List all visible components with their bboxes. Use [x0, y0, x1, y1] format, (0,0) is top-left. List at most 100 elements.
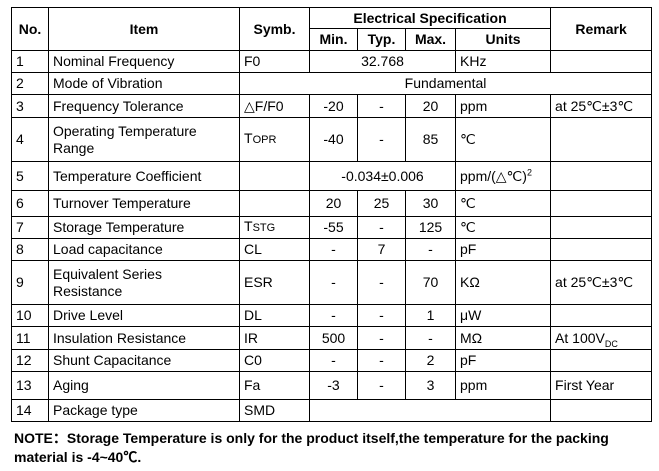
row-remark [550, 304, 653, 327]
row-remark: At 100VDC [550, 326, 653, 350]
table-row: 6 Turnover Temperature 20 25 30 ℃ [11, 190, 653, 217]
row-min: - [309, 238, 358, 261]
row-min: - [309, 260, 358, 305]
row-min: -20 [309, 94, 358, 118]
header-row: No. Item Symb. Electrical Specification … [11, 7, 653, 51]
row-remark: at 25℃±3℃ [550, 94, 653, 118]
row-typ: - [357, 304, 406, 327]
row-item: Temperature Coefficient [48, 161, 240, 191]
remark-sub: DC [604, 338, 618, 349]
row-remark [550, 117, 653, 162]
row-symb: TSTG [239, 216, 310, 239]
row-value: -0.034±0.006 [309, 161, 456, 191]
row-remark [550, 190, 653, 217]
symb-main: T [244, 130, 253, 146]
row-symb [239, 161, 310, 191]
row-no: 13 [11, 371, 49, 400]
row-symb: Fa [239, 371, 310, 400]
row-remark [550, 50, 653, 73]
table-row: 10 Drive Level DL - - 1 μW [11, 304, 653, 327]
row-units: MΩ [454, 326, 552, 350]
row-max: - [405, 326, 456, 350]
row-symb: △F/F0 [239, 94, 310, 118]
row-symb: TOPR [239, 117, 310, 162]
row-units: ppm [454, 371, 552, 400]
row-remark: at 25℃±3℃ [550, 260, 653, 305]
row-item: Equivalent Series Resistance [48, 260, 240, 305]
row-symb: F0 [239, 50, 310, 73]
row-no: 1 [11, 50, 49, 73]
symb-small: OPR [252, 134, 277, 146]
row-max: 85 [405, 117, 456, 162]
row-symb [239, 190, 310, 217]
row-no: 9 [11, 260, 49, 305]
row-typ: - [357, 349, 406, 372]
row-no: 5 [11, 161, 49, 191]
table-row: 8 Load capacitance CL - 7 - pF [11, 238, 653, 261]
row-typ: - [357, 117, 406, 162]
symb-small: STG [252, 222, 276, 234]
row-item: Frequency Tolerance [48, 94, 240, 118]
row-typ: 25 [357, 190, 406, 217]
row-remark [550, 349, 653, 372]
table-row: 13 Aging Fa -3 - 3 ppm First Year [11, 371, 653, 400]
spec-table: No. Item Symb. Electrical Specification … [11, 7, 653, 422]
row-no: 7 [11, 216, 49, 239]
header-no: No. [11, 7, 49, 51]
row-item: Mode of Vibration [48, 72, 240, 95]
symb-main: T [244, 218, 253, 234]
row-units: ppm [454, 94, 552, 118]
row-item: Load capacitance [48, 238, 240, 261]
units-text: ppm/(△℃) [460, 167, 527, 184]
remark-main: At 100V [555, 329, 605, 346]
row-symb: CL [239, 238, 310, 261]
row-units: ppm/(△℃)2 [454, 161, 552, 191]
row-symb: IR [239, 326, 310, 350]
row-item: Turnover Temperature [48, 190, 240, 217]
row-remark: First Year [550, 371, 653, 400]
row-max: 125 [405, 216, 456, 239]
row-typ: - [357, 260, 406, 305]
row-units: μW [454, 304, 552, 327]
row-symb: C0 [239, 349, 310, 372]
row-item-line1: Operating Temperature [53, 122, 197, 139]
row-no: 4 [11, 117, 49, 162]
row-min: -3 [309, 371, 358, 400]
row-units: ℃ [454, 117, 552, 162]
row-min: - [309, 304, 358, 327]
header-item: Item [48, 7, 240, 51]
row-value [308, 399, 552, 422]
row-min: 500 [309, 326, 358, 350]
table-row: 9 Equivalent Series Resistance ESR - - 70… [11, 260, 653, 305]
row-item: Shunt Capacitance [48, 349, 240, 372]
table-row: 3 Frequency Tolerance △F/F0 -20 - 20 ppm… [11, 94, 653, 118]
row-item: Drive Level [48, 304, 240, 327]
table-row: 7 Storage Temperature TSTG -55 - 125 ℃ [11, 216, 653, 239]
row-no: 12 [11, 349, 49, 372]
row-max: 70 [405, 260, 456, 305]
row-remark [550, 216, 653, 239]
row-min: -55 [309, 216, 358, 239]
row-no: 6 [11, 190, 49, 217]
row-value: 32.768 [309, 50, 456, 73]
row-units: ℃ [454, 216, 552, 239]
row-max: 1 [405, 304, 456, 327]
table-row: 11 Insulation Resistance IR 500 - - MΩ A… [11, 326, 653, 350]
table-row: 2 Mode of Vibration Fundamental [11, 72, 653, 95]
header-symb: Symb. [239, 7, 310, 51]
row-item: Nominal Frequency [48, 50, 240, 73]
row-item: Package type [48, 399, 240, 422]
row-typ: - [357, 94, 406, 118]
row-typ: 7 [357, 238, 406, 261]
row-item-line2: Resistance [53, 282, 123, 299]
row-max: 30 [405, 190, 456, 217]
table-row: 1 Nominal Frequency F0 32.768 KHz [11, 50, 653, 73]
row-min: - [309, 349, 358, 372]
subheader-row: Min. Typ. Max. Units [12, 28, 652, 51]
row-item: Insulation Resistance [48, 326, 240, 350]
row-remark [550, 399, 653, 422]
row-symb: DL [239, 304, 310, 327]
row-remark [550, 161, 653, 191]
row-item: Storage Temperature [48, 216, 240, 239]
